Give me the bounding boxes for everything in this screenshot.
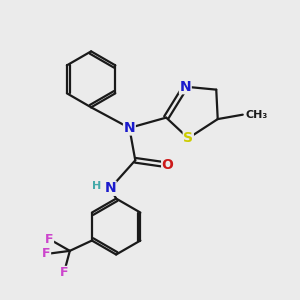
Text: N: N	[179, 80, 191, 94]
Text: CH₃: CH₃	[246, 110, 268, 120]
Text: N: N	[104, 181, 116, 195]
Text: O: O	[162, 158, 174, 172]
Text: N: N	[124, 121, 135, 135]
Text: F: F	[45, 232, 53, 246]
Text: F: F	[60, 266, 68, 279]
Text: H: H	[92, 181, 102, 191]
Text: F: F	[42, 247, 50, 260]
Text: S: S	[183, 131, 193, 145]
